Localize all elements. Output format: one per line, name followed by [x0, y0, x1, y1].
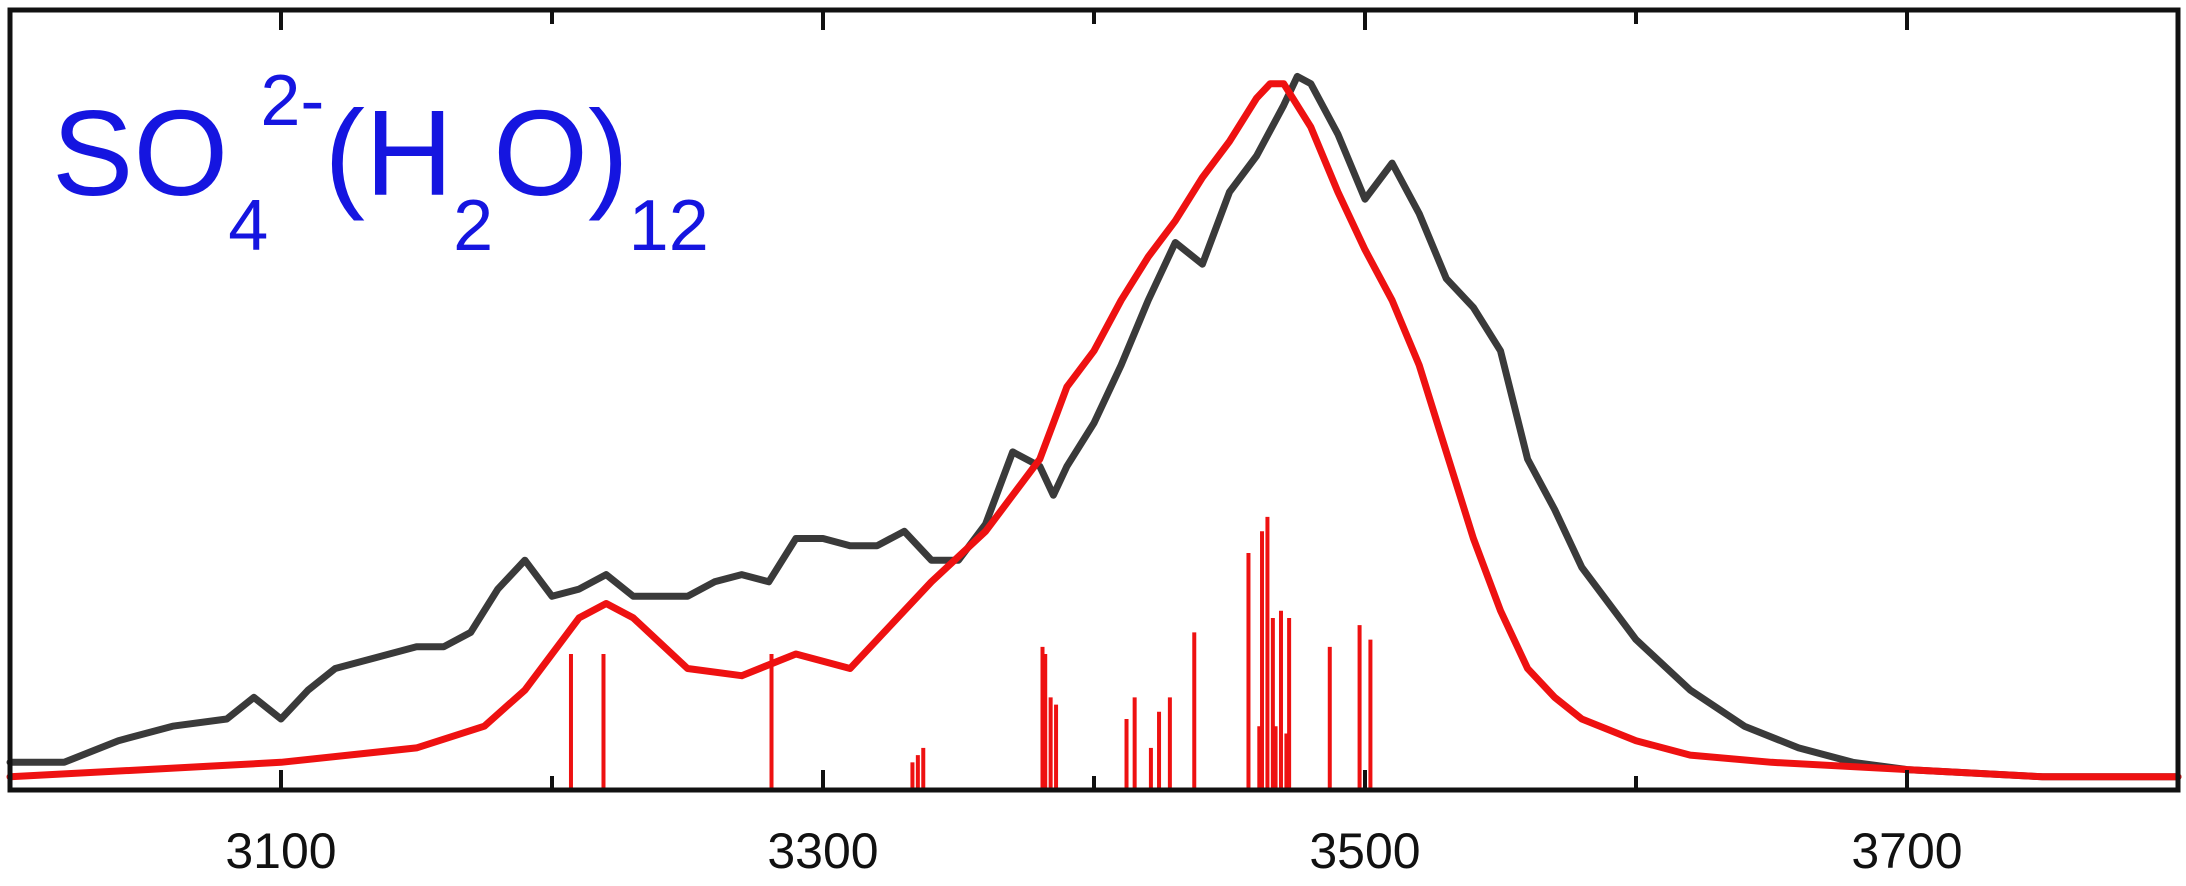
- experimental-spectrum-line: [6, 72, 2182, 781]
- title-so-sub: 4: [228, 186, 268, 266]
- title-charge-sup: 2-: [260, 61, 324, 141]
- x-tick-label: 3100: [225, 823, 336, 879]
- title-h-sub: 2: [453, 186, 493, 266]
- x-tick-label: 3300: [767, 823, 878, 879]
- x-axis: 3100 3300 3500 3700: [225, 10, 1963, 879]
- chart-title: SO4 2-(H2O)12: [52, 61, 709, 266]
- title-paren-close: O): [493, 85, 629, 221]
- stick-spectrum: [568, 516, 1373, 790]
- series-layer: [6, 72, 2182, 790]
- x-tick-label: 3700: [1851, 823, 1962, 879]
- simulated-spectrum-line: [6, 80, 2182, 781]
- x-tick-label: 3500: [1309, 823, 1420, 879]
- title-so: SO: [52, 85, 228, 221]
- title-n-sub: 12: [629, 186, 709, 266]
- title-paren-open: (H: [324, 85, 453, 221]
